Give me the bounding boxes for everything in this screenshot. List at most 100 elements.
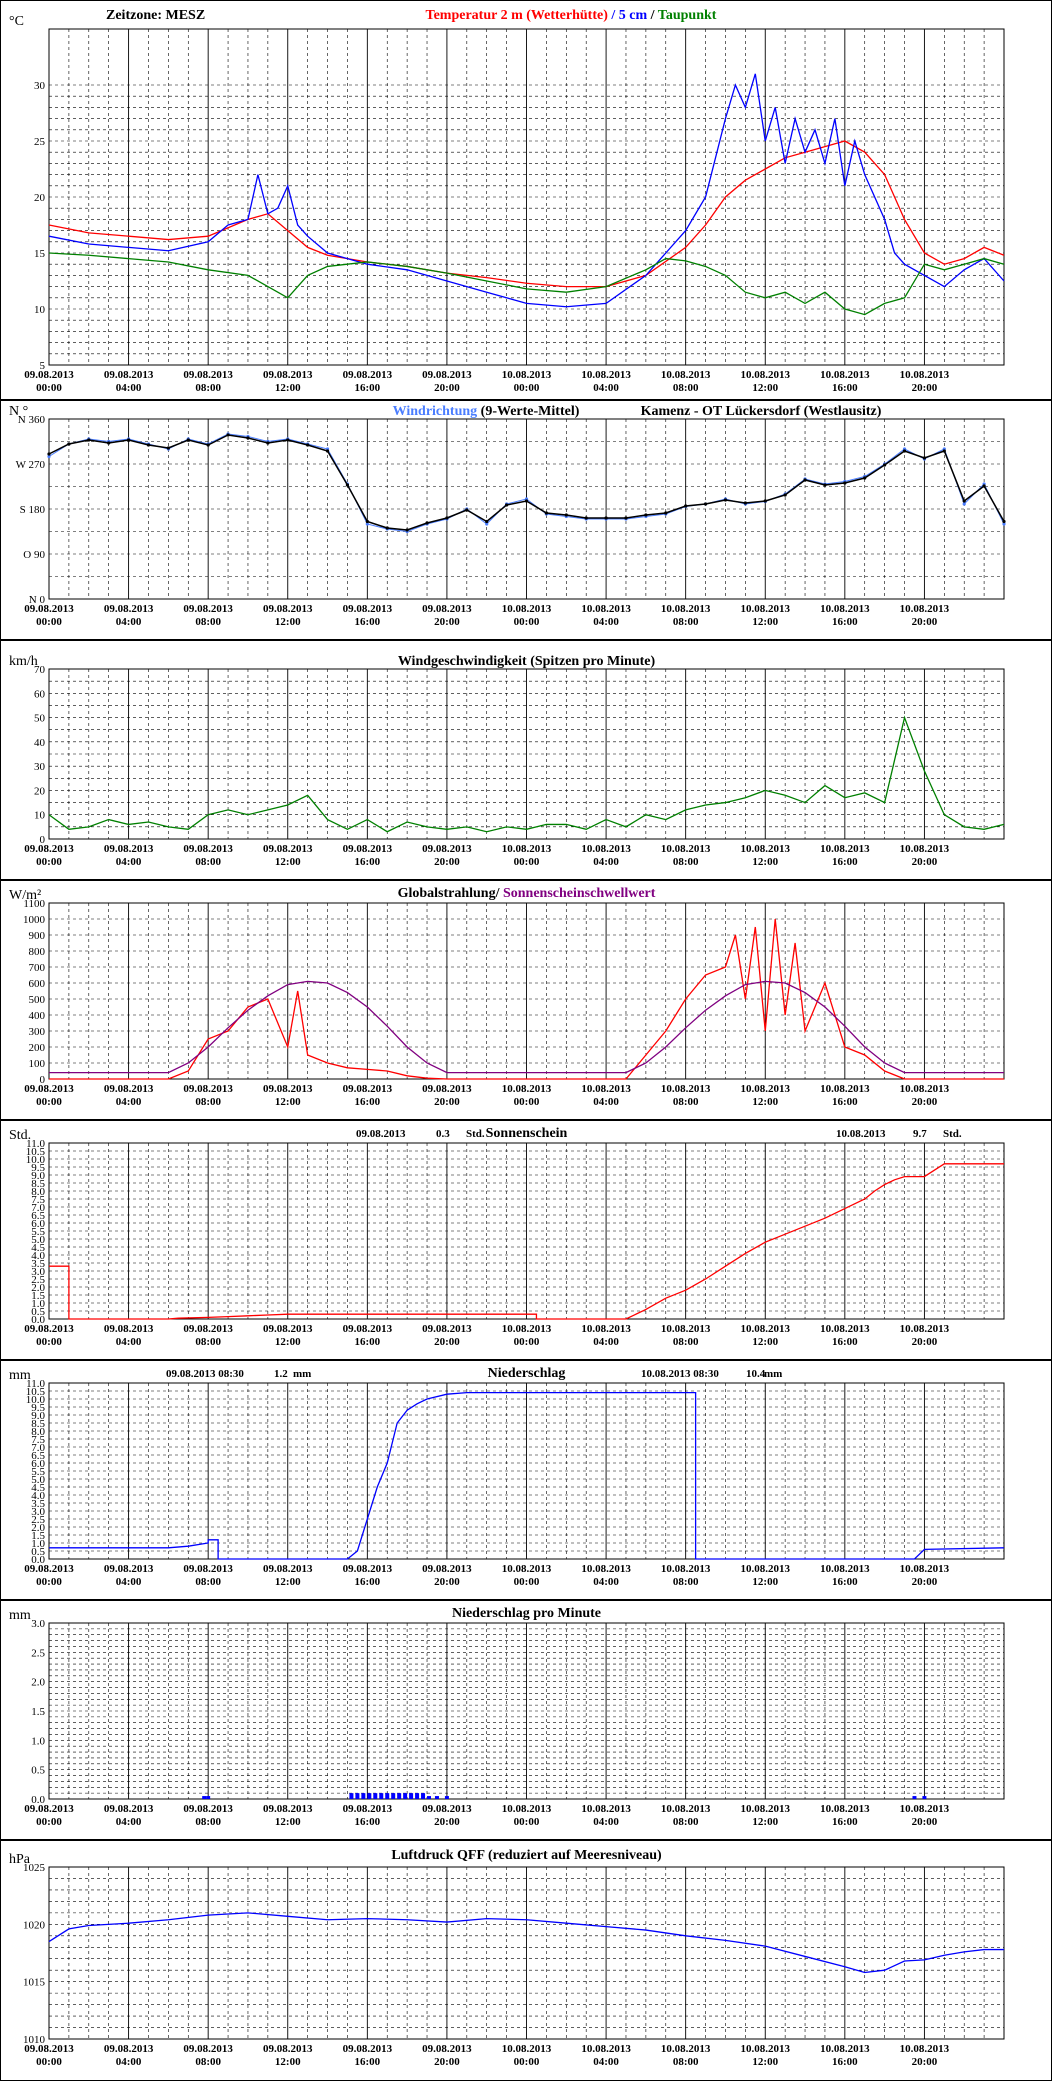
- data-point: [47, 452, 51, 456]
- y-tick-label: 1.0: [31, 1538, 45, 1550]
- data-point: [703, 502, 708, 506]
- y-tick-label: 10.5: [26, 1146, 46, 1158]
- data-point: [385, 526, 389, 530]
- precip-bar: [379, 1793, 384, 1799]
- x-tick-time: 04:00: [116, 382, 142, 394]
- x-tick-date: 10.08.2013: [900, 603, 950, 615]
- data-point: [126, 438, 131, 442]
- y-tick-label: 1010: [23, 2034, 46, 2046]
- y-tick-label: 1.5: [31, 1706, 45, 1718]
- x-tick-time: 00:00: [514, 1576, 540, 1588]
- x-tick-date: 09.08.2013: [104, 843, 154, 855]
- x-tick-date: 10.08.2013: [581, 843, 631, 855]
- data-point: [883, 463, 887, 467]
- x-tick-time: 16:00: [354, 616, 380, 628]
- y-tick-label: 5.5: [31, 1226, 45, 1238]
- annotation: 0.3: [436, 1128, 450, 1140]
- y-tick-label: 0: [40, 834, 46, 846]
- x-tick-date: 10.08.2013: [741, 369, 791, 381]
- data-point: [405, 528, 409, 532]
- wind-direction-panel: N 0 O 90 S 180 W 270 N 360 N ° Windrichtung (9…: [0, 400, 1052, 640]
- x-tick-date: 10.08.2013: [581, 1083, 631, 1095]
- x-tick-time: 16:00: [832, 856, 858, 868]
- title-part: Taupunkt: [658, 8, 717, 23]
- y-tick-label: 5.5: [31, 1466, 45, 1478]
- x-tick-date: 09.08.2013: [263, 843, 313, 855]
- x-tick-time: 16:00: [832, 1336, 858, 1348]
- x-tick-date: 09.08.2013: [183, 1323, 233, 1335]
- y-tick-label: 1100: [23, 898, 45, 910]
- x-tick-time: 08:00: [195, 1816, 221, 1828]
- x-tick-time: 12:00: [275, 1576, 301, 1588]
- data-point: [107, 441, 111, 445]
- data-point: [425, 521, 429, 525]
- x-tick-date: 10.08.2013: [502, 843, 552, 855]
- y-tick-label: 9.0: [31, 1170, 45, 1182]
- series-line: [49, 980, 1004, 1074]
- y-tick-label: 0.5: [31, 1765, 45, 1777]
- data-point: [365, 519, 369, 524]
- x-tick-date: 09.08.2013: [343, 1323, 393, 1335]
- title-part: Niederschlag: [488, 1366, 566, 1381]
- y-tick-label: 300: [29, 1026, 46, 1038]
- x-tick-time: 04:00: [593, 2056, 619, 2068]
- title-part: Globalstrahlung/: [398, 886, 503, 901]
- precip-bar: [391, 1793, 396, 1799]
- pressure-panel: 1010 1015 1020 1025 hPa Luftdruck QFF (reduzi…: [0, 1840, 1052, 2081]
- y-tick-label: 2.5: [31, 1274, 45, 1286]
- x-tick-time: 00:00: [36, 1816, 62, 1828]
- title-part: Sonnenschein: [486, 1126, 568, 1141]
- data-point: [902, 449, 907, 453]
- x-tick-time: 16:00: [354, 1336, 380, 1348]
- x-tick-date: 09.08.2013: [104, 1563, 154, 1575]
- x-tick-date: 10.08.2013: [502, 603, 552, 615]
- x-tick-date: 10.08.2013: [820, 1563, 870, 1575]
- annotation: 1.2: [274, 1368, 288, 1380]
- y-tick-label: 60: [34, 688, 46, 700]
- y-tick-label: 200: [29, 1042, 46, 1054]
- y-tick-label: 1.0: [31, 1735, 45, 1747]
- precip-bar: [202, 1796, 207, 1799]
- unit-label: mm: [9, 1608, 31, 1623]
- x-tick-date: 09.08.2013: [183, 369, 233, 381]
- chart-title: Sonnenschein: [486, 1126, 568, 1141]
- x-tick-date: 09.08.2013: [343, 843, 393, 855]
- y-tick-label: 9.5: [31, 1162, 45, 1174]
- x-tick-time: 16:00: [354, 1576, 380, 1588]
- x-tick-date: 09.08.2013: [183, 603, 233, 615]
- x-tick-time: 20:00: [912, 856, 938, 868]
- y-tick-label: 0.0: [31, 1314, 45, 1326]
- x-tick-date: 09.08.2013: [422, 1323, 472, 1335]
- x-tick-time: 16:00: [832, 1816, 858, 1828]
- x-tick-date: 10.08.2013: [820, 1803, 870, 1815]
- x-tick-time: 12:00: [752, 1336, 778, 1348]
- chart-title: Temperatur 2 m (Wetterhütte) / 5 cm / Ta…: [426, 8, 717, 23]
- y-tick-label: 6.0: [31, 1458, 45, 1470]
- x-tick-time: 16:00: [354, 856, 380, 868]
- precip-bar: [403, 1793, 408, 1799]
- x-tick-date: 10.08.2013: [661, 1563, 711, 1575]
- precip-bar: [444, 1796, 449, 1799]
- x-tick-time: 12:00: [752, 616, 778, 628]
- x-tick-date: 09.08.2013: [24, 1083, 74, 1095]
- x-tick-date: 10.08.2013: [820, 369, 870, 381]
- y-tick-label: 4.0: [31, 1490, 45, 1502]
- x-tick-time: 16:00: [832, 2056, 858, 2068]
- x-tick-date: 10.08.2013: [900, 1803, 950, 1815]
- x-tick-time: 08:00: [673, 1816, 699, 1828]
- x-tick-time: 20:00: [912, 1816, 938, 1828]
- x-tick-date: 10.08.2013: [900, 369, 950, 381]
- x-tick-time: 20:00: [912, 1096, 938, 1108]
- x-tick-date: 10.08.2013: [661, 2043, 711, 2055]
- y-tick-label: 700: [29, 962, 46, 974]
- data-point: [1002, 519, 1006, 524]
- x-tick-time: 04:00: [593, 382, 619, 394]
- precip-bar: [409, 1793, 414, 1799]
- x-tick-time: 16:00: [832, 616, 858, 628]
- y-tick-label: 5.0: [31, 1234, 45, 1246]
- x-tick-time: 04:00: [593, 1816, 619, 1828]
- y-tick-label: 10: [34, 304, 46, 316]
- x-tick-time: 12:00: [275, 1816, 301, 1828]
- x-tick-time: 04:00: [116, 1336, 142, 1348]
